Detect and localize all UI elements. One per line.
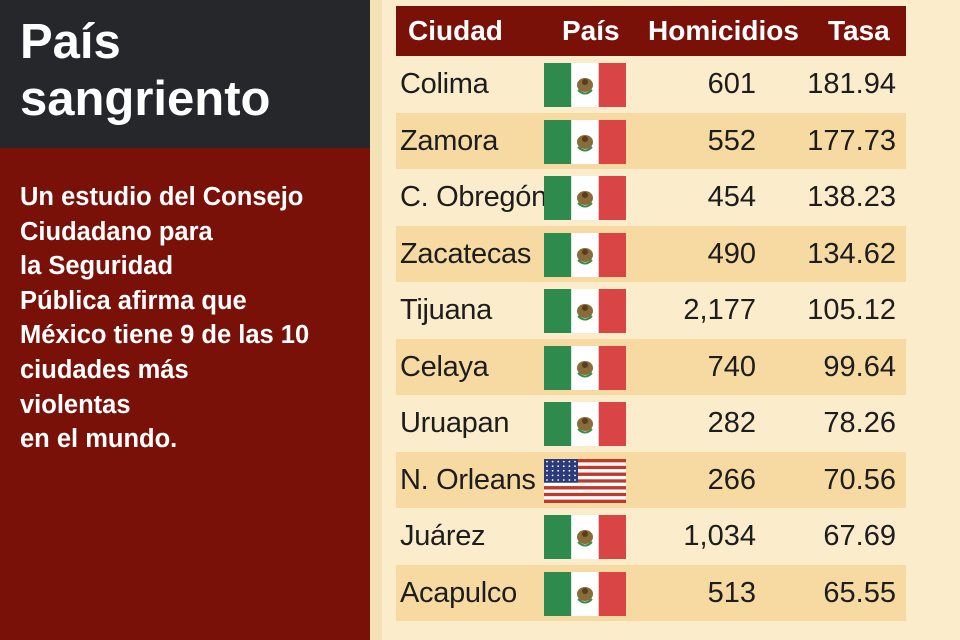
title-line: sangriento	[20, 72, 271, 126]
table-row: N. Orleans 266 70.56	[396, 451, 906, 508]
cell-ciudad: N. Orleans	[400, 463, 536, 496]
title-line: País	[20, 15, 121, 69]
cell-tasa: 65.55	[823, 576, 896, 609]
left-panel: País sangriento Un estudio del Consejo C…	[0, 0, 370, 640]
cell-pais	[544, 458, 626, 503]
description-line: la Seguridad	[20, 252, 174, 281]
description-line: Pública afirma que	[20, 286, 247, 315]
table-row: Colima 601 181.94	[396, 56, 906, 113]
cell-ciudad: Celaya	[400, 350, 489, 383]
table-row: Uruapan 282 78.26	[396, 395, 906, 452]
cell-ciudad: Colima	[400, 68, 489, 100]
table-body: Colima 601 181.94 Zamora 552 177.73 C. Obregón…	[396, 56, 906, 621]
column-header-pais: País	[562, 15, 620, 46]
description-line: ciudades más	[20, 355, 189, 384]
table-row: Acapulco 513 65.55	[396, 564, 906, 621]
table-row: C. Obregón 454 138.23	[396, 169, 906, 226]
mexico-flag-icon	[544, 402, 626, 446]
cell-homicidios: 552	[707, 124, 756, 157]
table-row: Zacatecas 490 134.62	[396, 225, 906, 282]
cell-homicidios: 282	[707, 407, 756, 439]
usa-flag-icon	[544, 458, 626, 503]
description-line: violentas	[20, 390, 131, 419]
cell-tasa: 134.62	[807, 237, 896, 270]
title-box: País sangriento	[0, 0, 370, 148]
table-row: Tijuana 2,177 105.12	[396, 282, 906, 339]
table-header: Ciudad País Homicidios Tasa	[396, 6, 906, 56]
cell-tasa: 138.23	[807, 181, 896, 213]
column-header-homicidios: Homicidios	[648, 15, 799, 46]
cell-tasa: 181.94	[807, 68, 896, 100]
cell-tasa: 70.56	[823, 463, 896, 496]
cell-tasa: 99.64	[823, 350, 896, 383]
cell-homicidios: 740	[707, 350, 756, 383]
cell-homicidios: 490	[707, 237, 756, 270]
description-line: Un estudio del Consejo	[20, 183, 304, 211]
mexico-flag-icon	[544, 289, 626, 333]
cell-pais	[544, 232, 626, 277]
cell-homicidios: 1,034	[683, 520, 756, 552]
cell-pais	[544, 515, 626, 559]
mexico-flag-icon	[544, 345, 626, 390]
mexico-flag-icon	[544, 63, 626, 107]
cell-pais	[544, 63, 626, 107]
mexico-flag-icon	[544, 515, 626, 559]
mexico-flag-icon	[544, 571, 626, 616]
column-header-ciudad: Ciudad	[408, 15, 503, 46]
cell-pais	[544, 571, 626, 616]
description-line: Ciudadano para	[20, 217, 213, 246]
mexico-flag-icon	[544, 232, 626, 277]
mexico-flag-icon	[544, 119, 626, 164]
panel-divider	[370, 0, 382, 640]
cell-homicidios: 454	[707, 181, 756, 213]
table-row: Zamora 552 177.73	[396, 112, 906, 169]
description: Un estudio del Consejo Ciudadano para la…	[20, 180, 360, 457]
cell-ciudad: Zacatecas	[400, 237, 532, 270]
page-title: País sangriento	[20, 14, 270, 128]
cell-pais	[544, 176, 626, 220]
cell-homicidios: 2,177	[683, 294, 756, 326]
cell-homicidios: 601	[707, 68, 756, 100]
cell-tasa: 177.73	[807, 124, 896, 157]
cell-tasa: 78.26	[823, 407, 896, 439]
cell-homicidios: 266	[707, 463, 756, 496]
cell-ciudad: Uruapan	[400, 407, 510, 439]
cell-ciudad: C. Obregón	[400, 181, 547, 213]
description-line: en el mundo.	[20, 425, 178, 454]
cell-ciudad: Acapulco	[400, 576, 517, 609]
description-line: México tiene 9 de las 10	[20, 321, 310, 350]
cell-pais	[544, 402, 626, 446]
cell-pais	[544, 345, 626, 390]
cell-ciudad: Juárez	[400, 520, 486, 552]
cell-ciudad: Tijuana	[400, 294, 492, 326]
cell-homicidios: 513	[707, 576, 756, 609]
cell-ciudad: Zamora	[400, 124, 499, 157]
cell-tasa: 67.69	[823, 520, 896, 552]
cell-pais	[544, 119, 626, 164]
data-table: Ciudad País Homicidios Tasa Colima 601 181…	[396, 6, 906, 621]
table-row: Celaya 740 99.64	[396, 338, 906, 395]
column-header-tasa: Tasa	[828, 15, 890, 46]
mexico-flag-icon	[544, 176, 626, 220]
cell-pais	[544, 289, 626, 333]
table-row: Juárez 1,034 67.69	[396, 508, 906, 565]
cell-tasa: 105.12	[807, 294, 896, 326]
